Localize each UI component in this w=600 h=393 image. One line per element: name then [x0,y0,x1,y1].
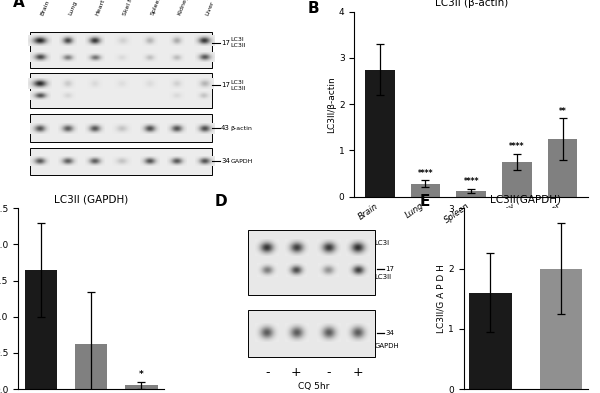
Text: D: D [214,194,227,209]
Bar [540,268,583,389]
Text: Brain: Brain [40,0,51,17]
Text: E: E [420,194,430,209]
Text: -: - [326,365,331,378]
Title: LC3II(GAPDH): LC3II(GAPDH) [490,195,562,205]
Text: Skel Muscle: Skel Muscle [122,0,140,17]
Text: LC3I
LC3II: LC3I LC3II [230,37,246,48]
Text: Heart: Heart [95,0,106,17]
Bar [248,230,376,295]
Bar [75,344,107,389]
Bar [548,139,577,196]
Title: LC3II (GAPDH): LC3II (GAPDH) [54,195,128,205]
Bar [30,114,212,142]
Text: CQ 5hr: CQ 5hr [298,382,329,391]
Bar [30,73,212,108]
Text: β-actin: β-actin [230,126,252,130]
Text: GAPDH: GAPDH [230,159,253,164]
Text: LC3II: LC3II [375,274,392,280]
Text: 34: 34 [385,330,394,336]
Y-axis label: LC3II/β-actin: LC3II/β-actin [327,76,336,132]
Text: -: - [265,365,269,378]
Title: LC3II (β-actin): LC3II (β-actin) [434,0,508,8]
Bar [502,162,532,196]
Text: Liver: Liver [205,0,215,17]
Text: 17: 17 [221,82,230,88]
Text: LC3I: LC3I [375,240,390,246]
Text: 17: 17 [221,40,230,46]
Y-axis label: LC3II/G A P D H: LC3II/G A P D H [436,264,445,333]
Text: ****: **** [418,169,433,178]
Bar [469,293,512,389]
Text: 17: 17 [385,266,394,272]
Text: A: A [13,0,25,10]
Bar [457,191,486,196]
Bar [410,184,440,196]
Text: LC3I
LC3II: LC3I LC3II [230,80,246,90]
Text: +: + [353,365,363,378]
Text: +: + [291,365,302,378]
Text: Spleen: Spleen [149,0,163,17]
Text: ****: **** [509,142,524,151]
Bar [248,310,376,356]
Text: 43: 43 [221,125,230,131]
Text: B: B [308,1,319,16]
Text: GAPDH: GAPDH [375,343,400,349]
Text: Lung: Lung [67,0,78,17]
Text: **: ** [559,107,566,116]
Text: 34: 34 [221,158,230,164]
Text: ****: **** [463,177,479,186]
Text: Kidney: Kidney [177,0,190,17]
Bar [365,70,395,196]
Text: *: * [139,370,144,379]
Bar [25,270,57,389]
Bar [30,147,212,175]
Bar [125,386,158,389]
Bar [30,32,212,68]
